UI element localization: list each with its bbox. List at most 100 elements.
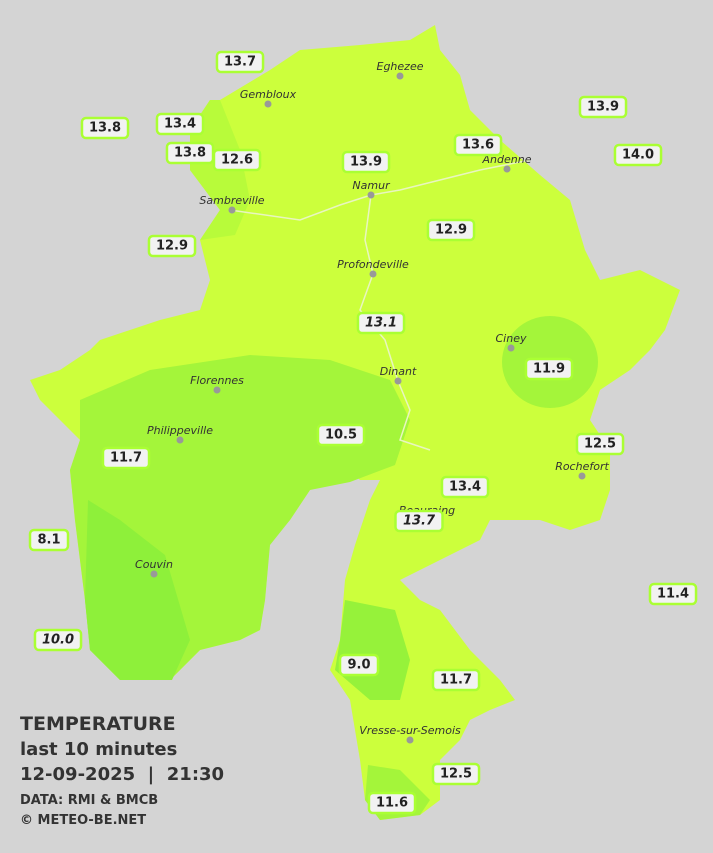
station-label: 12.5: [431, 762, 481, 786]
station-value: 13.1: [365, 316, 397, 331]
station-label: 13.6: [453, 133, 503, 157]
station-box: [28, 528, 70, 552]
city-dot: [503, 165, 511, 173]
city-dot: [396, 72, 404, 80]
station-value: 11.6: [376, 796, 408, 811]
station-label: 12.9: [426, 218, 476, 242]
station-value: 12.9: [435, 223, 467, 238]
station-box: [440, 475, 490, 499]
station-value: 10.5: [325, 428, 357, 443]
station-box: [524, 357, 574, 381]
station-value: 8.1: [37, 533, 60, 548]
river: [229, 159, 531, 451]
station-box: [356, 311, 406, 335]
station-label: 11.4: [648, 582, 698, 606]
city-dot: [150, 570, 158, 578]
city-name: Gembloux: [240, 88, 297, 101]
city-name: Couvin: [135, 558, 173, 571]
station-box: [80, 116, 130, 140]
station-label: 13.8: [165, 141, 215, 165]
station-label: 14.0: [613, 143, 663, 167]
station-value: 14.0: [622, 148, 654, 163]
station-box: [394, 509, 444, 533]
city-name: Ciney: [496, 332, 527, 345]
station-value: 12.9: [156, 239, 188, 254]
station-label: 13.7: [394, 509, 444, 533]
station-value: 13.8: [174, 146, 206, 161]
station-label: 12.9: [147, 234, 197, 258]
station-label: 12.5: [575, 432, 625, 456]
city-name: Rochefort: [555, 460, 609, 473]
station-value: 10.0: [42, 633, 74, 648]
station-value: 13.9: [350, 155, 382, 170]
city-dot: [228, 206, 236, 214]
station-box: [33, 628, 83, 652]
station-value: 11.4: [657, 587, 689, 602]
station-box: [367, 791, 417, 815]
station-label: 8.1: [28, 528, 70, 552]
station-label: 11.9: [524, 357, 574, 381]
station-label: 13.7: [215, 50, 265, 74]
legend-title: TEMPERATURE: [20, 713, 176, 735]
station-label: 10.0: [33, 628, 83, 652]
city-dot: [176, 436, 184, 444]
zone: [85, 500, 190, 680]
legend-subtitle: last 10 minutes: [20, 739, 177, 760]
station-label: 13.9: [341, 150, 391, 174]
station-value: 12.6: [221, 153, 253, 168]
station-label: 11.7: [431, 668, 481, 692]
city-name: Florennes: [190, 374, 244, 387]
station-box: [431, 668, 481, 692]
station-value: 9.0: [347, 658, 370, 673]
station-label: 13.8: [80, 116, 130, 140]
station-label: 11.6: [367, 791, 417, 815]
city-dot: [394, 377, 402, 385]
station-label: 10.5: [316, 423, 366, 447]
station-label: 13.4: [440, 475, 490, 499]
station-label: 11.7: [101, 446, 151, 470]
city-name: Philippeville: [147, 424, 213, 437]
city-dot: [367, 191, 375, 199]
legend-datetime: 12-09-2025 | 21:30: [20, 764, 224, 785]
station-value: 13.9: [587, 100, 619, 115]
station-box: [147, 234, 197, 258]
station-box: [101, 446, 151, 470]
station-box: [648, 582, 698, 606]
station-box: [578, 95, 628, 119]
legend-source: DATA: RMI & BMCB: [20, 793, 158, 808]
legend: TEMPERATURE last 10 minutes 12-09-2025 |…: [20, 713, 224, 828]
city-name: Vresse-sur-Semois: [359, 724, 461, 737]
station-box: [613, 143, 663, 167]
station-box: [575, 432, 625, 456]
station-value: 13.4: [164, 117, 196, 132]
city-dot: [369, 270, 377, 278]
city-dot: [213, 386, 221, 394]
station-value: 13.4: [449, 480, 481, 495]
station-box: [338, 653, 380, 677]
station-value: 13.7: [224, 55, 256, 70]
station-box: [426, 218, 476, 242]
station-box: [453, 133, 503, 157]
station-label: 13.4: [155, 112, 205, 136]
station-value: 11.9: [533, 362, 565, 377]
station-box: [431, 762, 481, 786]
station-box: [341, 150, 391, 174]
city-dot: [264, 100, 272, 108]
station-value: 12.5: [584, 437, 616, 452]
station-box: [212, 148, 262, 172]
city-name: Profondeville: [337, 258, 409, 271]
station-box: [316, 423, 366, 447]
station-value: 11.7: [110, 451, 142, 466]
station-label: 13.1: [356, 311, 406, 335]
city-name: Sambreville: [199, 194, 264, 207]
station-value: 11.7: [440, 673, 472, 688]
city-dot: [507, 344, 515, 352]
station-box: [215, 50, 265, 74]
station-value: 13.6: [462, 138, 494, 153]
station-value: 13.8: [89, 121, 121, 136]
legend-credit: © METEO-BE.NET: [20, 813, 146, 828]
city-dot: [578, 472, 586, 480]
city-name: Dinant: [380, 365, 417, 378]
station-box: [155, 112, 205, 136]
